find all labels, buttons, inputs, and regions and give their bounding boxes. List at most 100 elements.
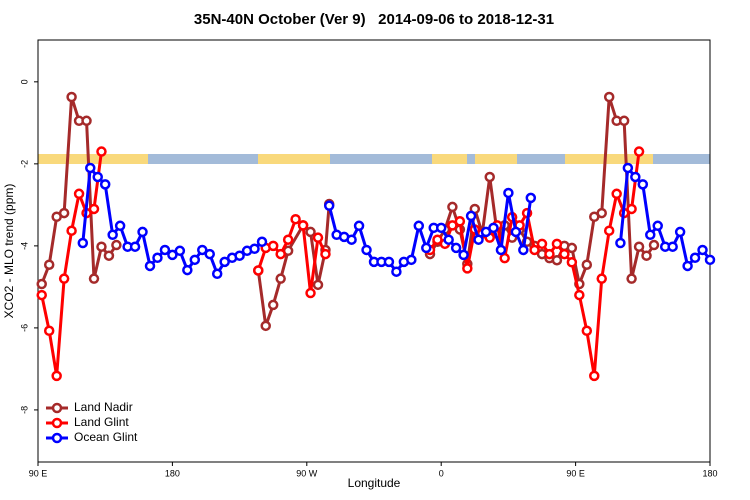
- data-point: [305, 287, 316, 299]
- chart-title: 35N-40N October (Ver 9) 2014-09-06 to 20…: [194, 11, 554, 28]
- data-point: [43, 259, 55, 270]
- data-point: [159, 244, 171, 256]
- data-point: [465, 210, 477, 222]
- data-point: [581, 325, 593, 337]
- data-point: [648, 239, 660, 251]
- y-tick-label: -8: [19, 406, 29, 414]
- data-point: [275, 273, 286, 284]
- data-point: [536, 238, 548, 250]
- legend-label: Land Nadir: [74, 400, 133, 414]
- data-point: [96, 146, 107, 157]
- data-point: [462, 263, 473, 274]
- data-point: [454, 216, 466, 227]
- data-point: [633, 241, 645, 252]
- data-point: [447, 220, 458, 231]
- data-point: [353, 220, 365, 232]
- data-point: [566, 242, 578, 254]
- data-point: [615, 237, 626, 249]
- data-point: [406, 254, 417, 266]
- data-point: [73, 188, 85, 200]
- data-point: [111, 239, 122, 251]
- data-point: [383, 256, 395, 268]
- series-line: [40, 96, 656, 327]
- data-point: [697, 244, 708, 256]
- data-point: [488, 222, 499, 234]
- data-point: [503, 187, 514, 199]
- data-point: [290, 213, 301, 225]
- data-point: [682, 260, 693, 272]
- data-point: [518, 244, 529, 256]
- data-point: [92, 171, 103, 183]
- x-tick-label: 90 W: [296, 468, 318, 478]
- data-point: [129, 241, 141, 252]
- data-point: [211, 268, 223, 280]
- legend-label: Land Glint: [74, 415, 129, 429]
- data-point: [626, 273, 637, 284]
- data-point: [256, 236, 268, 248]
- data-point: [312, 279, 324, 291]
- data-point: [88, 203, 100, 215]
- data-point: [704, 254, 716, 266]
- plot-frame: [37, 39, 711, 463]
- data-point: [525, 192, 537, 204]
- series-line: [40, 151, 641, 377]
- data-point: [391, 266, 402, 277]
- legend-marker: [51, 417, 63, 429]
- data-point: [443, 234, 454, 245]
- x-tick-label: 90 E: [566, 468, 585, 478]
- data-point: [652, 220, 663, 232]
- data-point: [36, 289, 47, 301]
- data-point: [312, 232, 324, 243]
- data-point: [551, 254, 563, 266]
- data-point: [667, 241, 678, 252]
- data-point: [674, 226, 686, 238]
- data-point: [581, 259, 593, 270]
- data-point: [596, 207, 607, 219]
- surface-strip: [38, 154, 710, 164]
- data-point: [85, 162, 96, 174]
- data-point: [297, 220, 309, 231]
- data-point: [323, 200, 335, 211]
- legend-label: Ocean Glint: [74, 430, 138, 444]
- data-point: [611, 188, 622, 200]
- data-point: [77, 237, 89, 249]
- data-point: [197, 244, 208, 256]
- data-point: [559, 248, 570, 260]
- data-point: [458, 249, 469, 261]
- data-point: [144, 260, 156, 272]
- x-tick-label: 90 E: [29, 468, 48, 478]
- data-point: [249, 243, 260, 254]
- data-point: [630, 171, 641, 183]
- data-point: [66, 225, 77, 236]
- y-tick-label: -4: [19, 242, 29, 250]
- data-point: [626, 203, 637, 215]
- data-point: [596, 273, 607, 284]
- data-point: [551, 238, 563, 250]
- data-point: [88, 273, 100, 284]
- data-point: [637, 179, 649, 190]
- y-axis-label: XCO2 - MLO trend (ppm): [2, 184, 16, 319]
- data-point: [361, 244, 372, 256]
- data-point: [641, 250, 652, 261]
- data-point: [510, 226, 522, 238]
- data-point: [480, 226, 492, 238]
- data-point: [114, 220, 126, 232]
- data-point: [58, 273, 70, 284]
- data-point: [618, 115, 630, 127]
- y-tick-label: -2: [19, 160, 29, 168]
- series-line: [81, 164, 712, 278]
- data-point: [267, 299, 279, 311]
- data-point: [305, 226, 316, 238]
- data-point: [137, 226, 148, 238]
- data-point: [43, 325, 55, 337]
- data-point: [282, 234, 294, 245]
- data-point: [36, 278, 47, 290]
- data-point: [81, 115, 92, 127]
- data-point: [99, 179, 111, 190]
- data-point: [450, 242, 462, 254]
- data-point: [484, 171, 495, 183]
- data-point: [544, 248, 555, 260]
- legend-marker: [51, 432, 63, 444]
- y-tick-label: 0: [19, 79, 29, 84]
- data-point: [189, 254, 201, 266]
